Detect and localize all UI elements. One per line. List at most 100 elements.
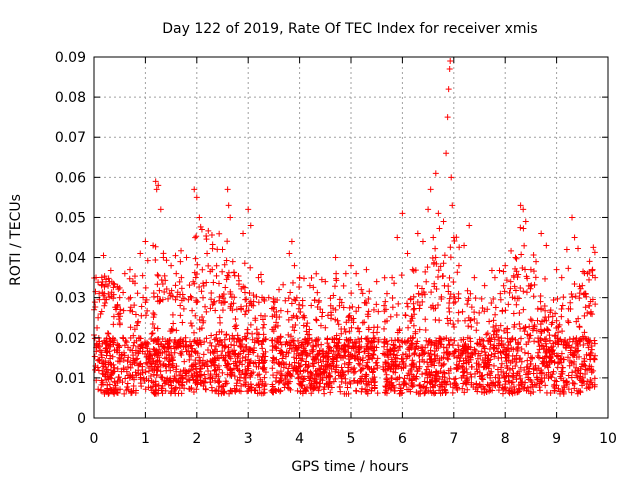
data-point bbox=[341, 360, 348, 367]
data-point bbox=[571, 385, 578, 392]
data-point bbox=[471, 346, 478, 353]
data-point bbox=[168, 379, 175, 386]
data-point bbox=[479, 304, 486, 311]
data-point bbox=[516, 320, 523, 327]
data-point bbox=[440, 260, 447, 267]
data-point bbox=[338, 330, 345, 337]
data-point bbox=[161, 380, 168, 387]
data-point bbox=[356, 361, 363, 368]
data-point bbox=[512, 254, 519, 261]
data-point bbox=[511, 324, 518, 331]
data-point bbox=[95, 357, 102, 364]
data-point bbox=[558, 350, 565, 357]
data-point bbox=[181, 385, 188, 392]
data-point bbox=[252, 315, 259, 322]
data-point bbox=[316, 350, 323, 357]
data-point bbox=[462, 317, 469, 324]
data-point bbox=[374, 390, 381, 397]
chart-title: Day 122 of 2019, Rate Of TEC Index for r… bbox=[162, 21, 537, 37]
data-point bbox=[474, 320, 481, 327]
data-point bbox=[503, 362, 510, 369]
data-point bbox=[560, 390, 567, 397]
data-point bbox=[464, 301, 471, 308]
data-point bbox=[586, 276, 593, 283]
data-point bbox=[511, 386, 518, 393]
data-point bbox=[297, 388, 304, 395]
data-point bbox=[501, 327, 508, 334]
data-point bbox=[144, 257, 151, 264]
data-point bbox=[243, 343, 250, 350]
data-point bbox=[152, 389, 159, 396]
data-point bbox=[216, 293, 223, 300]
data-point bbox=[271, 359, 278, 366]
data-point bbox=[555, 360, 562, 367]
data-point bbox=[214, 348, 221, 355]
data-point bbox=[138, 343, 145, 350]
data-point bbox=[112, 304, 119, 311]
data-point bbox=[203, 236, 210, 243]
data-point bbox=[200, 351, 207, 358]
data-point bbox=[247, 222, 254, 229]
data-point bbox=[460, 372, 467, 379]
data-point bbox=[129, 308, 136, 315]
data-point bbox=[345, 359, 352, 366]
data-point bbox=[231, 373, 238, 380]
data-point bbox=[308, 302, 315, 309]
data-point bbox=[189, 362, 196, 369]
data-point bbox=[104, 330, 111, 337]
data-point bbox=[270, 389, 277, 396]
data-point bbox=[238, 383, 245, 390]
data-point bbox=[344, 343, 351, 350]
data-point bbox=[327, 389, 334, 396]
data-point bbox=[385, 385, 392, 392]
data-point bbox=[148, 336, 155, 343]
data-point bbox=[200, 282, 207, 289]
data-point bbox=[91, 299, 98, 306]
x-tick-label: 4 bbox=[295, 431, 304, 447]
data-point bbox=[416, 352, 423, 359]
data-point bbox=[250, 292, 257, 299]
data-point bbox=[450, 321, 457, 328]
data-point bbox=[586, 338, 593, 345]
data-point bbox=[371, 366, 378, 373]
data-point bbox=[415, 290, 422, 297]
data-point bbox=[356, 338, 363, 345]
data-point bbox=[157, 206, 164, 213]
data-point bbox=[179, 379, 186, 386]
data-point bbox=[355, 344, 362, 351]
data-point bbox=[257, 271, 264, 278]
data-point bbox=[471, 316, 478, 323]
data-point bbox=[250, 302, 257, 309]
data-point bbox=[551, 359, 558, 366]
data-point bbox=[491, 336, 498, 343]
data-point bbox=[247, 357, 254, 364]
data-point bbox=[219, 369, 226, 376]
data-point bbox=[194, 261, 201, 268]
x-tick-label: 2 bbox=[192, 431, 201, 447]
data-point bbox=[588, 369, 595, 376]
data-point bbox=[288, 300, 295, 307]
data-point bbox=[137, 250, 144, 257]
data-point bbox=[103, 366, 110, 373]
data-point bbox=[157, 297, 164, 304]
data-point bbox=[244, 330, 251, 337]
data-point bbox=[163, 367, 170, 374]
point-layer bbox=[91, 58, 599, 397]
data-point bbox=[515, 295, 522, 302]
data-point bbox=[493, 322, 500, 329]
data-point bbox=[219, 268, 226, 275]
data-point bbox=[165, 295, 172, 302]
data-point bbox=[346, 304, 353, 311]
data-point bbox=[538, 342, 545, 349]
data-point bbox=[327, 295, 334, 302]
data-point bbox=[254, 372, 261, 379]
data-point bbox=[208, 231, 215, 238]
data-point bbox=[131, 339, 138, 346]
data-point bbox=[223, 331, 230, 338]
data-point bbox=[553, 325, 560, 332]
data-point bbox=[156, 354, 163, 361]
data-point bbox=[262, 313, 269, 320]
data-point bbox=[342, 328, 349, 335]
data-point bbox=[530, 251, 537, 258]
data-point bbox=[443, 150, 450, 157]
